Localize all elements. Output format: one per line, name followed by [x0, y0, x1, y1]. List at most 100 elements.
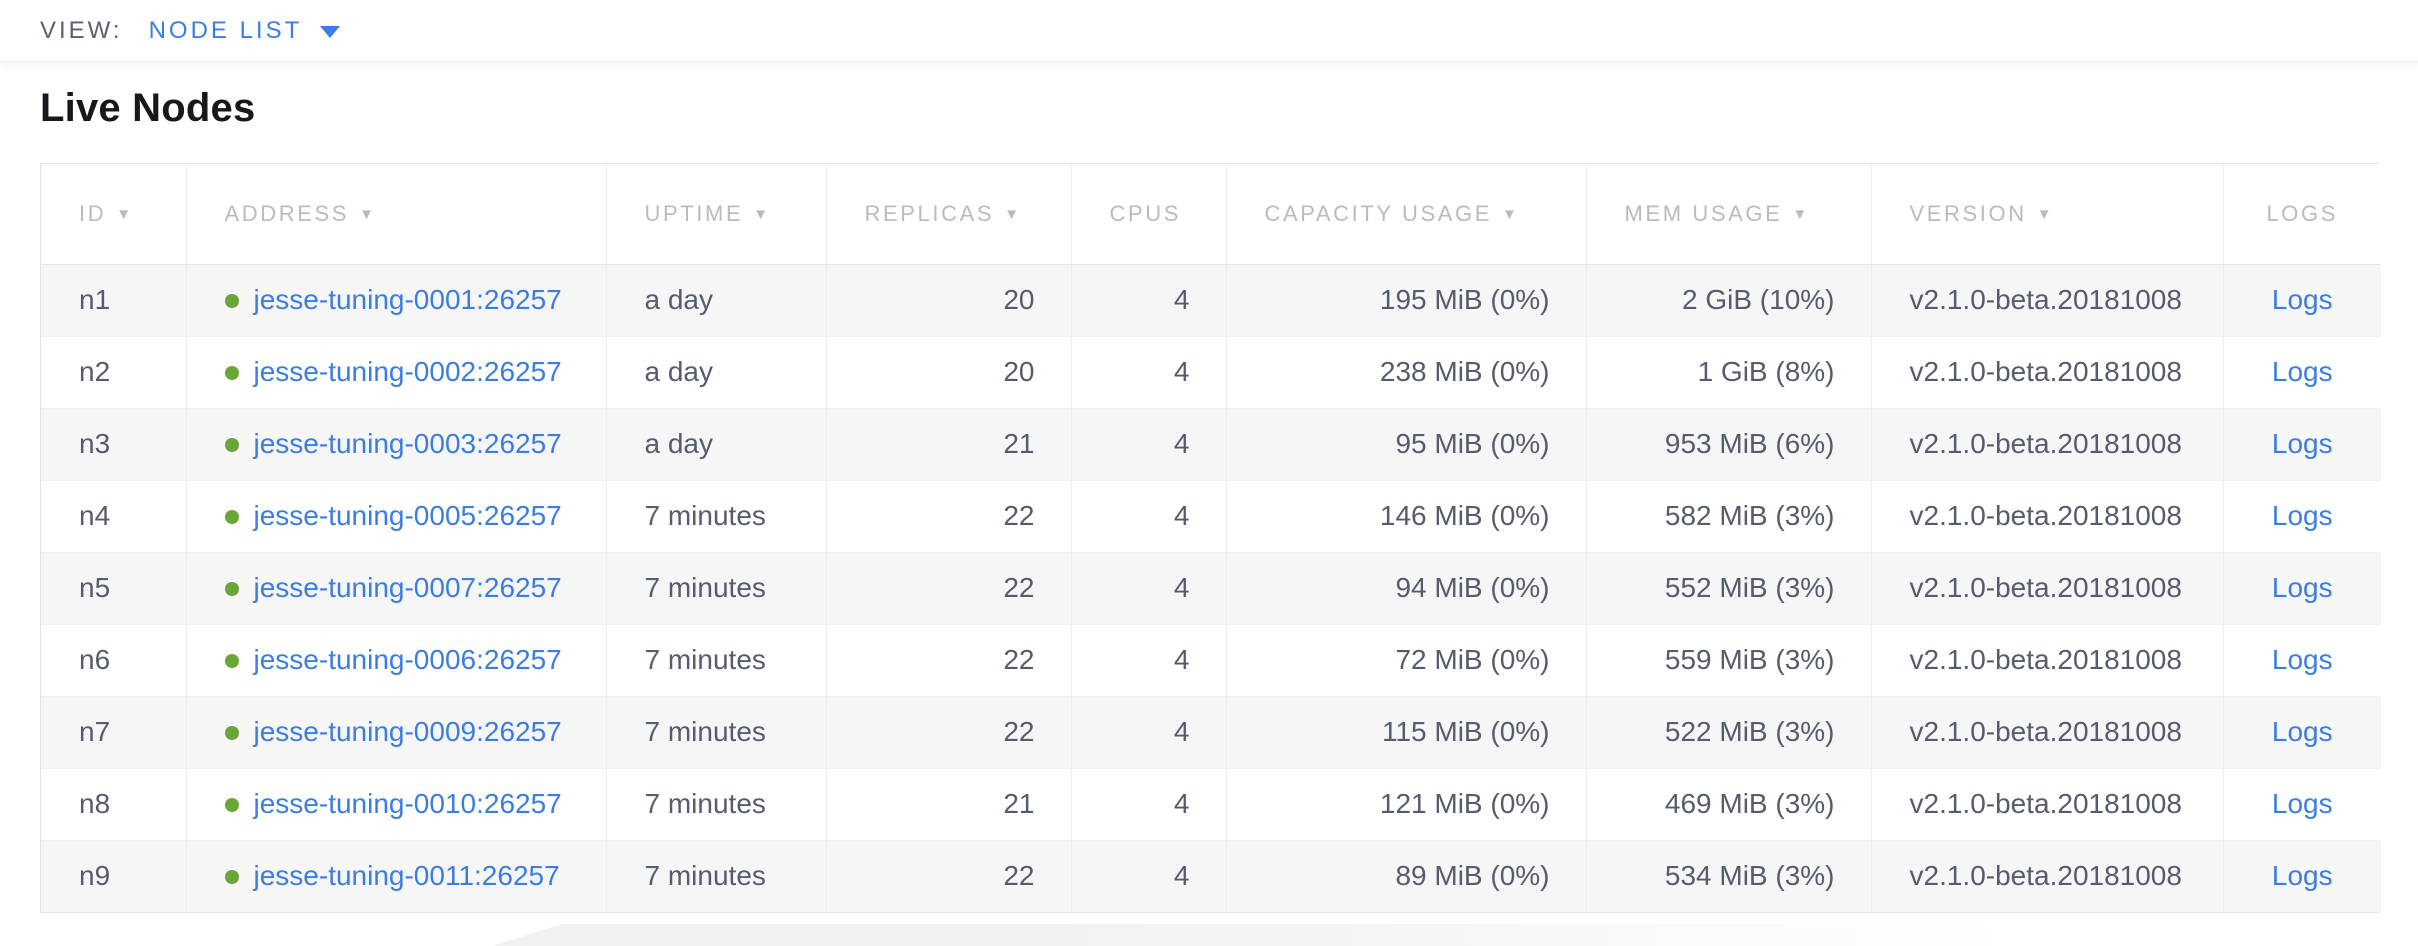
capacity_usage-cell: 72 MiB (0%): [1226, 624, 1587, 697]
column-header-version[interactable]: VERSION ▼: [1871, 164, 2224, 265]
column-header-replicas[interactable]: REPLICAS ▼: [826, 164, 1072, 265]
node-live-status-icon: [224, 438, 239, 452]
cpus-cell: 4: [1071, 264, 1227, 337]
version-cell: v2.1.0-beta.20181008: [1871, 552, 2224, 625]
live-nodes-table-panel: ID ▼ ADDRESS ▼ UPTIME ▼ REPLICAS ▼ CPUS CAPACITY …: [40, 163, 2381, 913]
address-cell: jesse-tuning-0009:26257: [186, 696, 607, 769]
node-logs-link[interactable]: Logs: [2271, 428, 2333, 459]
mem_usage-cell: 2 GiB (10%): [1586, 264, 1872, 337]
logs-cell: Logs: [2223, 768, 2381, 841]
column-label: LOGS: [2266, 200, 2339, 226]
node-live-status-icon: [224, 294, 239, 308]
table-row: n9 jesse-tuning-0011:26257 7 minutes 22 4 89 …: [41, 840, 2381, 912]
logs-cell: Logs: [2223, 624, 2381, 697]
replicas-cell: 22: [826, 552, 1072, 625]
column-header-capacity_usage[interactable]: CAPACITY USAGE ▼: [1226, 164, 1587, 265]
column-label: CAPACITY USAGE: [1264, 200, 1493, 226]
mem_usage-cell: 953 MiB (6%): [1586, 408, 1872, 481]
view-selector-dropdown[interactable]: NODE LIST: [149, 17, 341, 45]
sort-desc-icon[interactable]: ▼: [1502, 205, 1520, 223]
column-label: MEM USAGE: [1624, 200, 1783, 226]
column-header-mem_usage[interactable]: MEM USAGE ▼: [1586, 164, 1872, 265]
mem_usage-cell: 552 MiB (3%): [1586, 552, 1872, 625]
table-row: n5 jesse-tuning-0007:26257 7 minutes 22 4 94 …: [41, 552, 2381, 625]
cpus-cell: 4: [1071, 480, 1227, 553]
view-selector-bar: VIEW: NODE LIST: [0, 0, 2418, 62]
node-logs-link[interactable]: Logs: [2271, 572, 2333, 603]
address-cell: jesse-tuning-0010:26257: [186, 768, 607, 841]
address-cell: jesse-tuning-0005:26257: [186, 480, 607, 553]
sort-desc-icon[interactable]: ▼: [116, 205, 134, 223]
replicas-cell: 22: [826, 480, 1072, 553]
replicas-cell: 20: [826, 264, 1072, 337]
mem_usage-cell: 1 GiB (8%): [1586, 336, 1872, 409]
cpus-cell: 4: [1071, 696, 1227, 769]
node-address-link[interactable]: jesse-tuning-0005:26257: [253, 500, 562, 531]
column-label: VERSION: [1909, 200, 2027, 226]
node-live-status-icon: [224, 798, 239, 812]
live-nodes-table: ID ▼ ADDRESS ▼ UPTIME ▼ REPLICAS ▼ CPUS CAPACITY …: [41, 164, 2381, 912]
table-row: n7 jesse-tuning-0009:26257 7 minutes 22 4 115…: [41, 696, 2381, 769]
uptime-cell: a day: [606, 336, 827, 409]
cpus-cell: 4: [1071, 336, 1227, 409]
logs-cell: Logs: [2223, 336, 2381, 409]
node-address-link[interactable]: jesse-tuning-0001:26257: [253, 284, 562, 315]
node-logs-link[interactable]: Logs: [2271, 284, 2333, 315]
version-cell: v2.1.0-beta.20181008: [1871, 336, 2224, 409]
capacity_usage-cell: 146 MiB (0%): [1226, 480, 1587, 553]
column-label: ID: [79, 200, 107, 226]
node-address-link[interactable]: jesse-tuning-0011:26257: [253, 860, 560, 892]
uptime-cell: 7 minutes: [606, 840, 827, 912]
node-logs-link[interactable]: Logs: [2271, 788, 2333, 819]
uptime-cell: 7 minutes: [606, 552, 827, 625]
node-live-status-icon: [224, 582, 239, 596]
column-header-address[interactable]: ADDRESS ▼: [186, 164, 607, 265]
sort-desc-icon[interactable]: ▼: [2036, 205, 2055, 223]
table-row: n8 jesse-tuning-0010:26257 7 minutes 21 4 121…: [41, 768, 2381, 841]
node-address-link[interactable]: jesse-tuning-0007:26257: [253, 572, 562, 603]
node-logs-link[interactable]: Logs: [2271, 500, 2333, 531]
replicas-cell: 22: [826, 624, 1072, 697]
node-live-status-icon: [224, 726, 239, 740]
capacity_usage-cell: 121 MiB (0%): [1226, 768, 1587, 841]
node-logs-link[interactable]: Logs: [2271, 356, 2333, 387]
column-header-uptime[interactable]: UPTIME ▼: [606, 164, 827, 265]
node-logs-link[interactable]: Logs: [2271, 860, 2333, 892]
sort-desc-icon[interactable]: ▼: [1792, 205, 1810, 223]
capacity_usage-cell: 195 MiB (0%): [1226, 264, 1587, 337]
node-logs-link[interactable]: Logs: [2271, 644, 2333, 675]
node-logs-link[interactable]: Logs: [2271, 716, 2333, 747]
uptime-cell: 7 minutes: [606, 624, 827, 697]
id-cell: n3: [41, 408, 187, 481]
column-header-id[interactable]: ID ▼: [41, 164, 187, 265]
replicas-cell: 22: [826, 840, 1072, 912]
node-address-link[interactable]: jesse-tuning-0006:26257: [253, 644, 562, 675]
logs-cell: Logs: [2223, 840, 2381, 912]
node-address-link[interactable]: jesse-tuning-0002:26257: [253, 356, 562, 387]
column-header-logs: LOGS: [2223, 164, 2381, 265]
logs-cell: Logs: [2223, 696, 2381, 769]
table-row: n6 jesse-tuning-0006:26257 7 minutes 22 4 72 …: [41, 624, 2381, 697]
version-cell: v2.1.0-beta.20181008: [1871, 408, 2224, 481]
mem_usage-cell: 522 MiB (3%): [1586, 696, 1872, 769]
cpus-cell: 4: [1071, 768, 1227, 841]
address-cell: jesse-tuning-0011:26257: [186, 840, 607, 912]
cpus-cell: 4: [1071, 624, 1227, 697]
capacity_usage-cell: 238 MiB (0%): [1226, 336, 1587, 409]
table-header-row: ID ▼ ADDRESS ▼ UPTIME ▼ REPLICAS ▼ CPUS CAPACITY …: [41, 164, 2381, 265]
node-address-link[interactable]: jesse-tuning-0003:26257: [253, 428, 562, 459]
sort-desc-icon[interactable]: ▼: [753, 205, 771, 223]
replicas-cell: 22: [826, 696, 1072, 769]
sort-desc-icon[interactable]: ▼: [359, 205, 377, 223]
node-address-link[interactable]: jesse-tuning-0009:26257: [253, 716, 562, 747]
column-label: UPTIME: [644, 200, 744, 226]
id-cell: n8: [41, 768, 187, 841]
node-address-link[interactable]: jesse-tuning-0010:26257: [253, 788, 562, 819]
capacity_usage-cell: 95 MiB (0%): [1226, 408, 1587, 481]
id-cell: n2: [41, 336, 187, 409]
sort-desc-icon[interactable]: ▼: [1004, 205, 1022, 223]
cpus-cell: 4: [1071, 408, 1227, 481]
table-row: n4 jesse-tuning-0005:26257 7 minutes 22 4 146…: [41, 480, 2381, 553]
logs-cell: Logs: [2223, 408, 2381, 481]
address-cell: jesse-tuning-0006:26257: [186, 624, 607, 697]
